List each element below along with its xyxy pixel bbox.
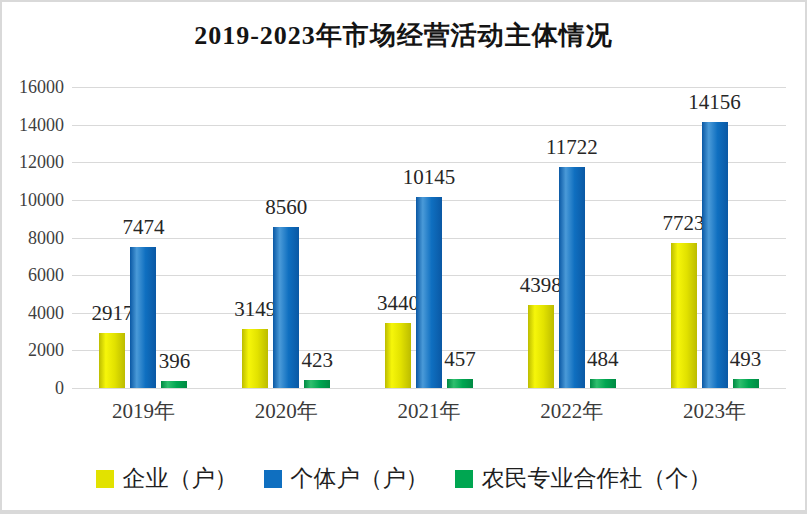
- data-label-enterprises-2020年: 3149: [234, 299, 276, 320]
- y-axis-tick-label: 16000: [4, 78, 64, 96]
- bar-farmer-cooperatives-2022年: [590, 379, 616, 388]
- legend-item-enterprises: 企业（户）: [96, 463, 238, 494]
- data-label-individual-businesses-2023年: 14156: [688, 92, 741, 113]
- y-axis-tick-label: 6000: [4, 266, 64, 284]
- legend: 企业（户） 个体户（户） 农民专业合作社（个）: [2, 463, 805, 494]
- data-label-individual-businesses-2019年: 7474: [122, 217, 164, 238]
- plot-area: 0200040006000800010000120001400016000291…: [72, 87, 786, 388]
- x-axis-label-2020年: 2020年: [255, 401, 318, 422]
- data-label-farmer-cooperatives-2021年: 457: [444, 349, 476, 370]
- bar-enterprises-2023年: [671, 243, 697, 388]
- legend-label-individual-businesses: 个体户（户）: [291, 463, 429, 494]
- bar-farmer-cooperatives-2020年: [304, 380, 330, 388]
- data-label-individual-businesses-2021年: 10145: [403, 167, 456, 188]
- data-label-enterprises-2022年: 4398: [520, 275, 562, 296]
- data-label-individual-businesses-2020年: 8560: [265, 197, 307, 218]
- bar-individual-businesses-2021年: [416, 197, 442, 388]
- y-axis-tick-label: 14000: [4, 116, 64, 134]
- bar-farmer-cooperatives-2023年: [733, 379, 759, 388]
- data-label-individual-businesses-2022年: 11722: [546, 137, 598, 158]
- bar-individual-businesses-2023年: [702, 122, 728, 388]
- data-label-farmer-cooperatives-2020年: 423: [301, 350, 333, 371]
- bar-enterprises-2020年: [242, 329, 268, 388]
- data-label-enterprises-2021年: 3440: [377, 293, 419, 314]
- data-label-farmer-cooperatives-2022年: 484: [587, 349, 619, 370]
- bar-enterprises-2019年: [99, 333, 125, 388]
- data-label-enterprises-2023年: 7723: [663, 213, 705, 234]
- x-axis-label-2021年: 2021年: [397, 401, 460, 422]
- bar-group-2023年: 7723141564932023年: [643, 87, 786, 388]
- legend-label-enterprises: 企业（户）: [123, 463, 238, 494]
- bar-enterprises-2021年: [385, 323, 411, 388]
- legend-swatch-individual-businesses: [264, 470, 282, 488]
- legend-label-farmer-cooperatives: 农民专业合作社（个）: [482, 463, 712, 494]
- data-label-farmer-cooperatives-2019年: 396: [159, 351, 191, 372]
- bar-individual-businesses-2019年: [130, 247, 156, 388]
- x-axis-label-2022年: 2022年: [540, 401, 603, 422]
- legend-item-individual-businesses: 个体户（户）: [264, 463, 429, 494]
- bar-group-2021年: 3440101454572021年: [358, 87, 501, 388]
- legend-swatch-farmer-cooperatives: [455, 470, 473, 488]
- bar-group-2020年: 314985604232020年: [215, 87, 358, 388]
- y-axis-tick-label: 8000: [4, 229, 64, 247]
- y-axis-tick-label: 12000: [4, 153, 64, 171]
- bar-individual-businesses-2022年: [559, 167, 585, 388]
- y-axis-tick-label: 2000: [4, 341, 64, 359]
- bar-group-2019年: 291774743962019年: [72, 87, 215, 388]
- bar-individual-businesses-2020年: [273, 227, 299, 388]
- legend-swatch-enterprises: [96, 470, 114, 488]
- data-label-enterprises-2019年: 2917: [91, 303, 133, 324]
- legend-item-farmer-cooperatives: 农民专业合作社（个）: [455, 463, 712, 494]
- chart-window: 2019-2023年市场经营活动主体情况 0200040006000800010…: [0, 0, 807, 514]
- bar-farmer-cooperatives-2021年: [447, 379, 473, 388]
- x-axis-label-2019年: 2019年: [112, 401, 175, 422]
- y-axis-tick-label: 4000: [4, 304, 64, 322]
- x-axis-label-2023年: 2023年: [683, 401, 746, 422]
- chart-title: 2019-2023年市场经营活动主体情况: [2, 18, 805, 53]
- y-axis-tick-label: 0: [4, 379, 64, 397]
- gridline: [72, 388, 786, 389]
- bar-enterprises-2022年: [528, 305, 554, 388]
- data-label-farmer-cooperatives-2023年: 493: [730, 349, 762, 370]
- bar-group-2022年: 4398117224842022年: [500, 87, 643, 388]
- y-axis-tick-label: 10000: [4, 191, 64, 209]
- bar-farmer-cooperatives-2019年: [161, 381, 187, 388]
